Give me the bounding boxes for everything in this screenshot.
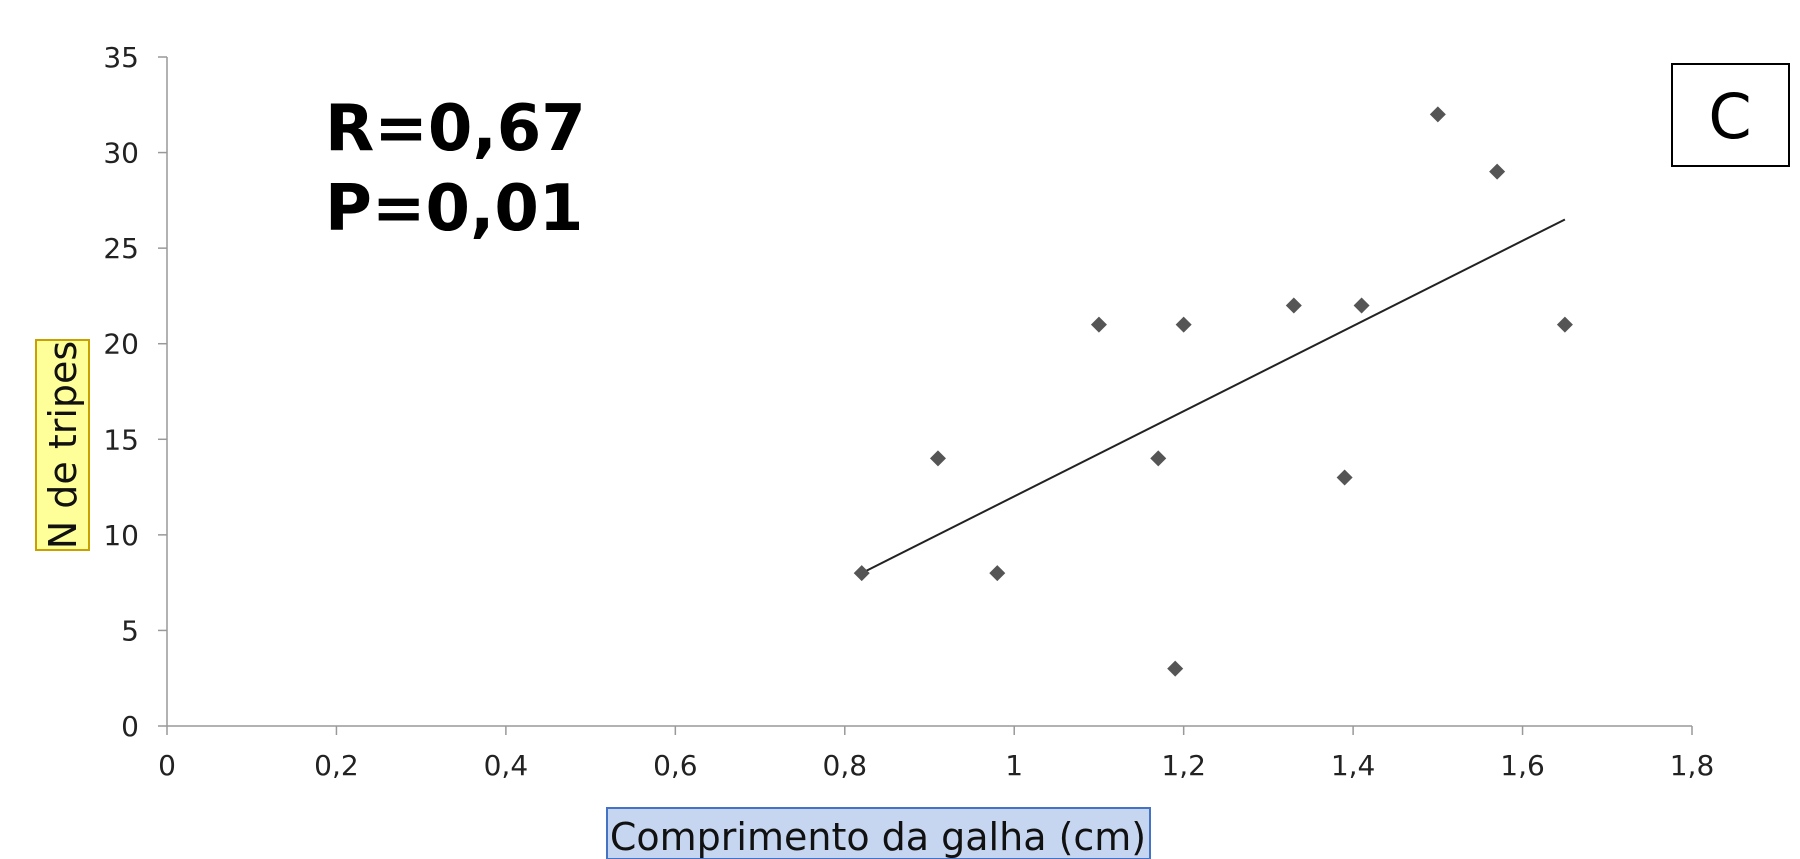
y-tick-label: 35: [103, 41, 139, 74]
trendline-group: [861, 218, 1566, 574]
r-value-annotation: R=0,67: [325, 92, 586, 166]
y-tick-label: 0: [121, 710, 139, 743]
panel-label-box: C: [1671, 63, 1790, 167]
y-tick-label: 5: [121, 614, 139, 647]
x-tick-label: 0: [158, 749, 176, 782]
x-tick-label: 1,4: [1331, 749, 1376, 782]
data-point: [1336, 469, 1353, 486]
data-point: [1167, 660, 1184, 677]
data-point: [989, 565, 1006, 582]
x-tick-label: 1: [1005, 749, 1023, 782]
data-points: [853, 106, 1573, 677]
x-tick-label: 1,8: [1670, 749, 1715, 782]
x-tick-label: 0,4: [484, 749, 529, 782]
x-tick-label: 1,2: [1161, 749, 1206, 782]
panel-label: C: [1708, 80, 1751, 153]
x-axis-title: Comprimento da galha (cm): [610, 815, 1146, 859]
data-point: [1150, 450, 1167, 467]
data-point: [929, 450, 946, 467]
y-tick-label: 30: [103, 137, 139, 170]
x-axis-title-box: Comprimento da galha (cm): [606, 807, 1151, 859]
data-point: [1353, 297, 1370, 314]
y-axis-title-box: N de tripes: [35, 339, 90, 551]
y-tick-label: 25: [103, 232, 139, 265]
data-point: [853, 565, 870, 582]
trendline: [861, 218, 1566, 574]
x-tick-label: 0,2: [314, 749, 359, 782]
y-axis-title: N de tripes: [41, 341, 85, 549]
x-tick-label: 0,6: [653, 749, 698, 782]
y-tick-label: 15: [103, 423, 139, 456]
data-point: [1175, 316, 1192, 333]
x-axis-ticks: 0 0,2 0,4 0,6 0,8 1 1,2 1,4 1,6 1,8: [158, 726, 1714, 782]
y-axis-ticks: 0 5 10 15 20 25 30 35: [103, 41, 167, 743]
axes: [166, 57, 1692, 727]
data-point: [1285, 297, 1302, 314]
data-point: [1429, 106, 1446, 123]
data-point: [1556, 316, 1573, 333]
data-point: [1489, 163, 1506, 180]
p-value-annotation: P=0,01: [325, 172, 583, 246]
x-tick-label: 1,6: [1500, 749, 1545, 782]
x-tick-label: 0,8: [823, 749, 868, 782]
y-tick-label: 10: [103, 519, 139, 552]
y-tick-label: 20: [103, 328, 139, 361]
data-point: [1090, 316, 1107, 333]
